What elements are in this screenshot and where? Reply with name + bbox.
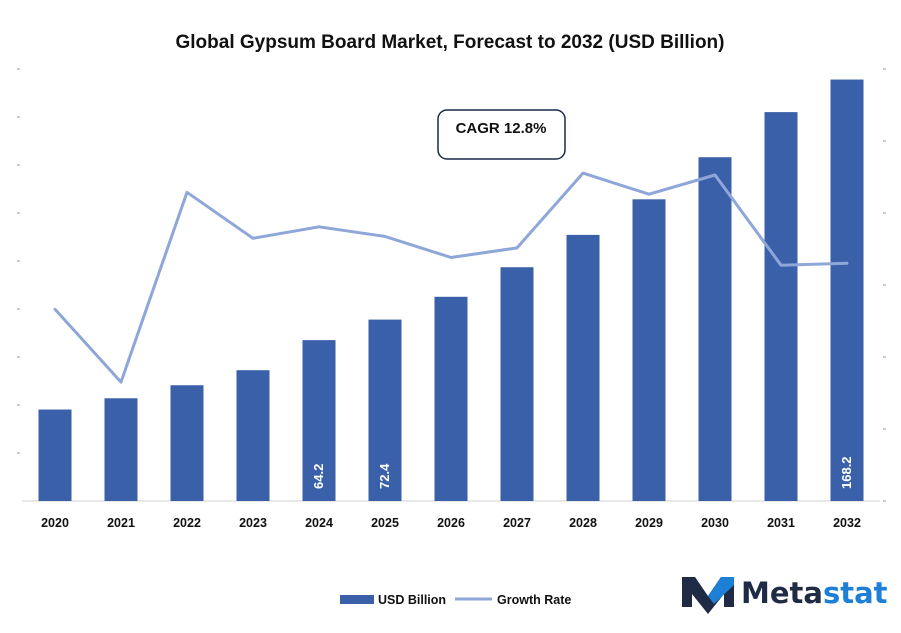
x-tick-label: 2031 <box>767 516 795 530</box>
bar-2024 <box>302 340 336 501</box>
legend-label-line: Growth Rate <box>497 593 571 607</box>
chart-title: Global Gypsum Board Market, Forecast to … <box>175 32 724 53</box>
growth-rate-line <box>53 171 849 384</box>
x-tick-label: 2021 <box>107 516 135 530</box>
metastat-logo-icon <box>682 577 734 614</box>
data-label-2024: 64.2 <box>311 464 326 489</box>
bar-series <box>38 79 864 502</box>
bar-2031 <box>764 112 798 502</box>
left-axis-ticks <box>17 68 20 454</box>
legend-swatch-bar <box>340 595 374 604</box>
cagr-label: CAGR 12.8% <box>456 120 547 137</box>
bar-2021 <box>104 398 138 501</box>
x-tick-label: 2032 <box>833 516 861 530</box>
x-axis-tick-labels: 2020 2021 2022 2023 2024 2025 2026 2027 2028 2029… <box>41 516 861 530</box>
brand-name: Metastat <box>741 576 888 610</box>
data-label-2032: 168.2 <box>839 456 854 489</box>
bar-2022 <box>170 385 204 501</box>
x-tick-label: 2022 <box>173 516 201 530</box>
legend-label-bar: USD Billion <box>378 593 446 607</box>
bar-2025 <box>368 319 402 501</box>
x-tick-label: 2020 <box>41 516 69 530</box>
x-tick-label: 2023 <box>239 516 267 530</box>
right-axis-ticks <box>883 68 886 502</box>
legend: USD Billion Growth Rate <box>340 593 571 607</box>
x-tick-label: 2030 <box>701 516 729 530</box>
bar-2026 <box>434 296 468 501</box>
x-tick-label: 2024 <box>305 516 333 530</box>
data-labels: 64.2 72.4 168.2 <box>311 456 854 489</box>
x-tick-label: 2026 <box>437 516 465 530</box>
bar-2032 <box>830 79 864 502</box>
x-tick-label: 2028 <box>569 516 597 530</box>
x-tick-label: 2029 <box>635 516 663 530</box>
brand-logo: Metastat <box>682 576 888 614</box>
x-tick-label: 2025 <box>371 516 399 530</box>
bar-2028 <box>566 234 600 501</box>
data-label-2025: 72.4 <box>377 463 392 489</box>
x-tick-label: 2027 <box>503 516 531 530</box>
bar-2030 <box>698 157 732 501</box>
cagr-box <box>437 109 566 160</box>
cagr-annotation: CAGR 12.8% <box>437 109 566 160</box>
bar-2020 <box>38 409 72 501</box>
bar-2029 <box>632 199 666 501</box>
bar-2023 <box>236 370 270 501</box>
bar-2027 <box>500 267 534 501</box>
